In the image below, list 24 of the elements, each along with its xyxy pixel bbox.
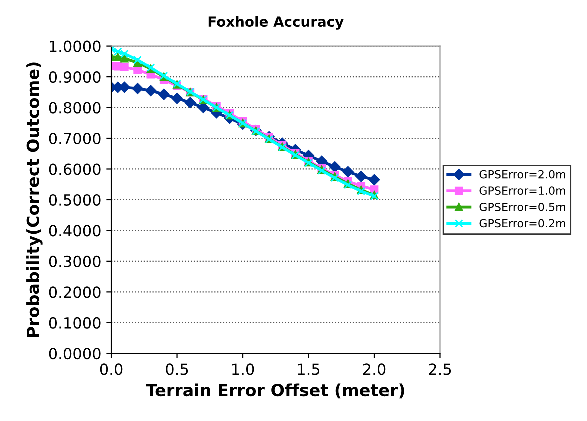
legend-label: GPSError=0.5m [480,202,566,212]
y-tick-label: 0.9000 [49,72,101,84]
x-tick-label: 0.5 [166,364,188,376]
y-tick-label: 0.3000 [49,256,101,268]
y-axis-title: Probability(Correct Outcome) [26,62,43,338]
legend-label: GPSError=2.0m [480,170,566,179]
x-tick-label: 1.0 [232,364,254,376]
x-tick-label: 2.0 [363,364,386,376]
y-tick-label: 0.4000 [49,225,101,237]
y-tick-label: 0.7000 [49,132,101,145]
y-tick-label: 0.5000 [49,194,101,206]
x-tick-label: 1.5 [298,364,320,376]
x-tick-label: 2.5 [429,364,452,376]
legend-label: GPSError=0.2m [480,219,566,228]
x-axis-title: Terrain Error Offset (meter) [146,384,404,399]
legend-label: GPSError=1.0m [480,186,566,196]
chart-title: Foxhole Accuracy [208,16,344,30]
y-tick-label: 0.0000 [49,348,101,360]
y-tick-label: 1.0000 [50,40,101,52]
y-tick-label: 0.8000 [49,102,101,114]
x-tick-label: 0.0 [100,364,123,376]
y-tick-label: 0.1000 [49,317,101,329]
y-tick-label: 0.2000 [49,286,101,298]
y-tick-label: 0.6000 [49,164,101,176]
